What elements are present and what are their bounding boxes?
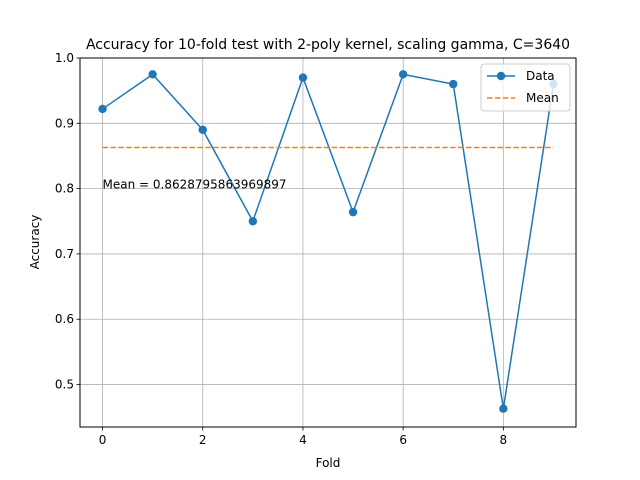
x-tick-label: 0 bbox=[99, 433, 107, 447]
data-data-point bbox=[248, 217, 258, 226]
data-data-point bbox=[348, 207, 358, 217]
data-data-point bbox=[449, 79, 458, 89]
y-tick-label: 0.9 bbox=[55, 116, 74, 130]
data-data-point bbox=[398, 70, 408, 79]
y-tick-label: 0.7 bbox=[55, 247, 74, 261]
y-tick-label: 0.6 bbox=[55, 312, 74, 326]
chart-title: Accuracy for 10-fold test with 2-poly ke… bbox=[86, 37, 570, 53]
data-data-point bbox=[298, 73, 308, 82]
y-axis-label: Accuracy bbox=[28, 215, 42, 270]
x-tick-label: 4 bbox=[299, 433, 307, 447]
y-tick-label: 0.5 bbox=[55, 378, 74, 392]
data-data-point bbox=[499, 404, 508, 413]
y-tick-label: 0.8 bbox=[55, 182, 74, 196]
axis-ticks: 0 2 4 6 8 0.5 0.6 0.7 0.8 0.9 1.0 bbox=[55, 51, 507, 447]
x-tick-label: 8 bbox=[500, 433, 508, 447]
x-axis-label: Fold bbox=[316, 456, 341, 470]
legend-mean-label: Mean bbox=[526, 91, 559, 105]
data-data-point bbox=[98, 104, 107, 114]
legend-data-label: Data bbox=[526, 69, 555, 83]
data-data-point bbox=[148, 70, 157, 79]
x-tick-label: 2 bbox=[199, 433, 207, 447]
data-series-line bbox=[102, 73, 555, 409]
data-data-point bbox=[198, 125, 207, 135]
legend-data-marker bbox=[496, 71, 506, 81]
plot-frame bbox=[79, 57, 577, 428]
y-tick-label: 1.0 bbox=[55, 51, 74, 65]
legend: Data Mean bbox=[480, 63, 571, 112]
annotations: Mean = 0.8628795863969897 bbox=[103, 178, 287, 192]
mean-annotation: Mean = 0.8628795863969897 bbox=[103, 178, 287, 192]
x-tick-label: 6 bbox=[399, 433, 407, 447]
